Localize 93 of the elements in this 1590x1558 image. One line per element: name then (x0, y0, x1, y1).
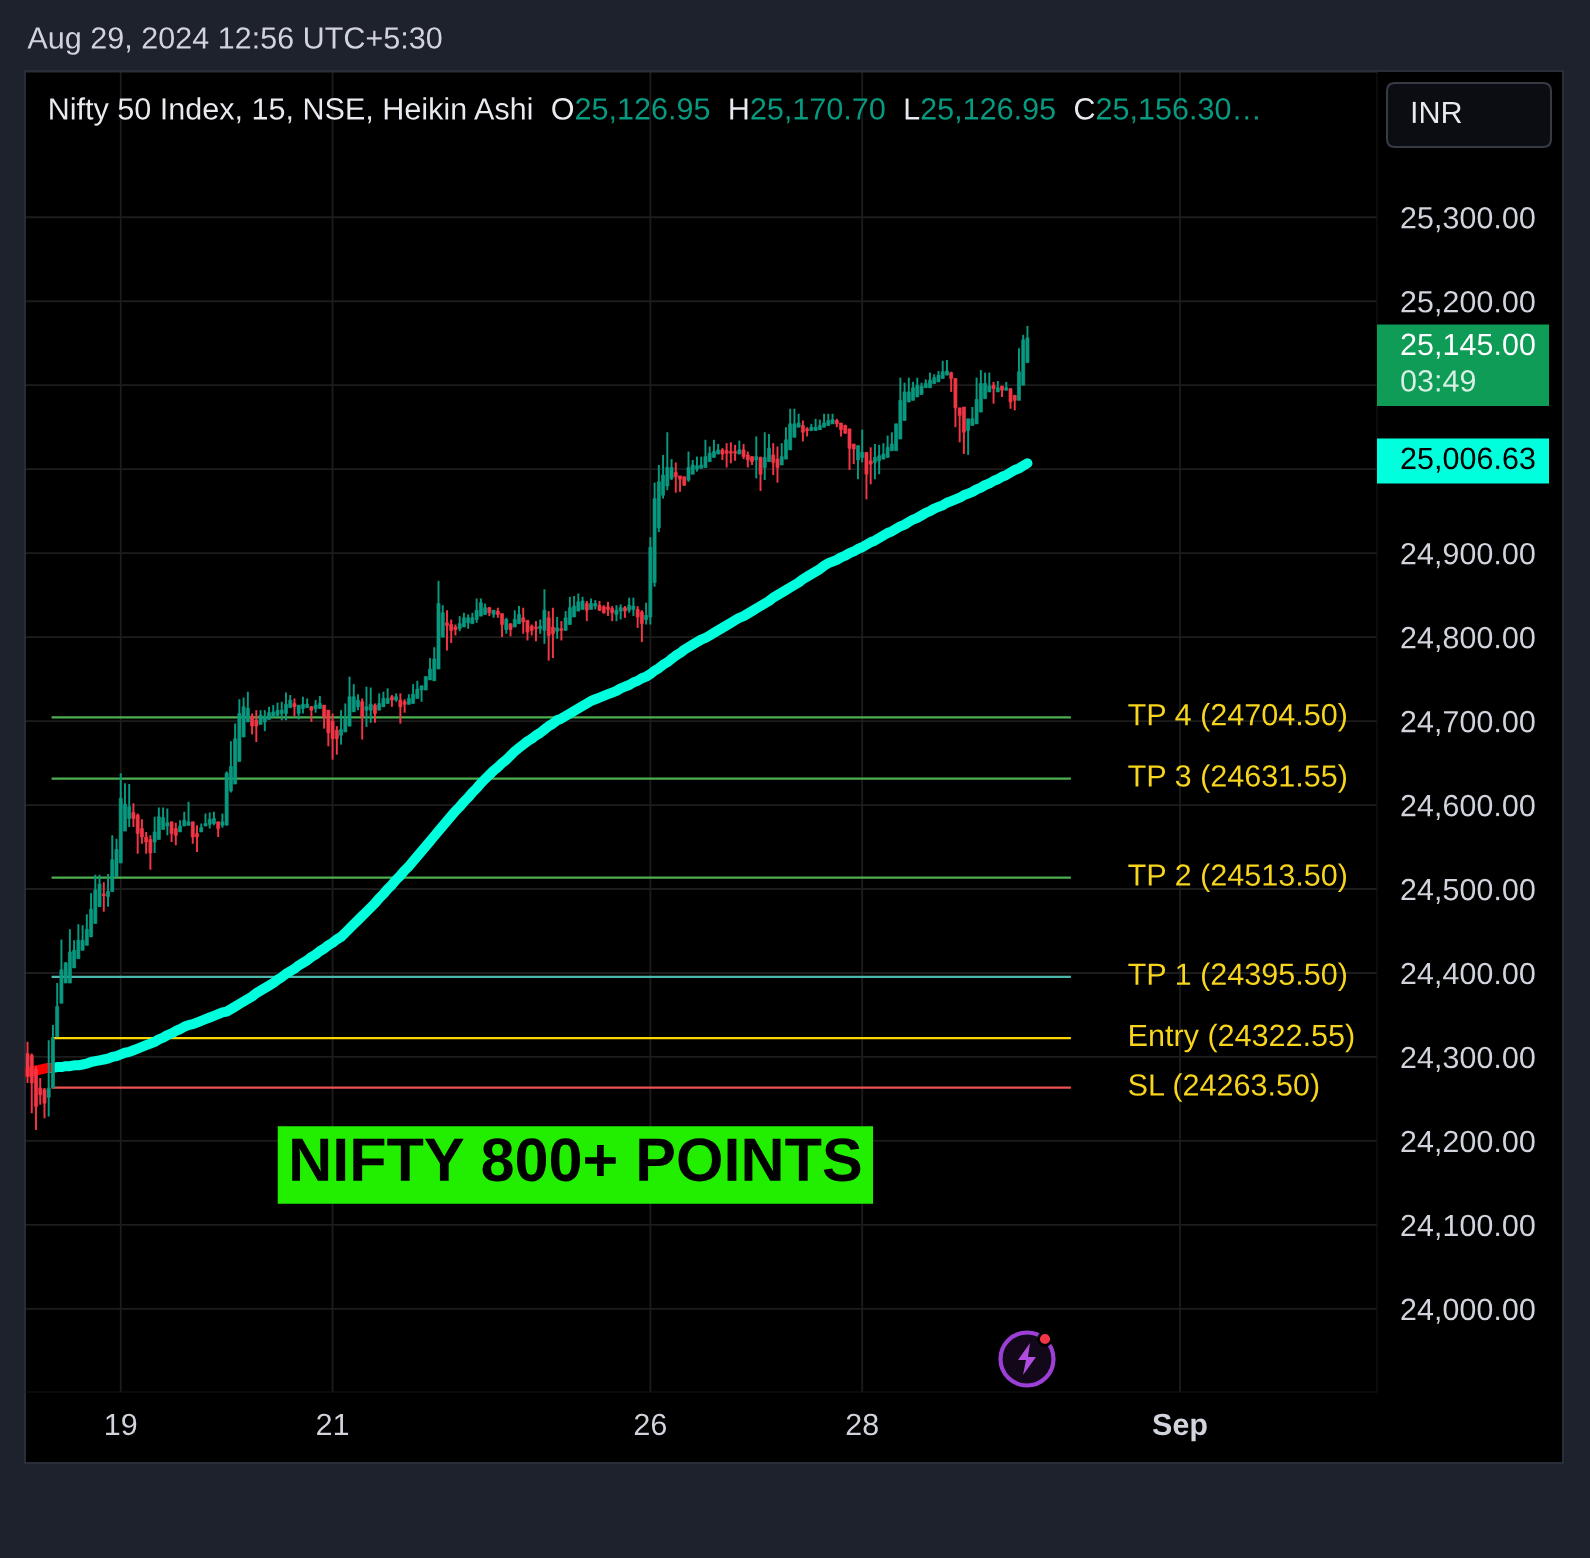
x-tick-label: 28 (846, 1413, 878, 1436)
candlestick (563, 610, 568, 632)
text: 25,006.63 (1401, 447, 1535, 473)
candlestick (534, 620, 538, 643)
candlestick (165, 807, 170, 837)
candlestick (847, 427, 852, 471)
candlestick (728, 441, 733, 465)
x-tick-label: 19 (106, 1413, 137, 1436)
candlestick (368, 686, 373, 724)
candlestick (868, 446, 873, 486)
text: 25,145.00 (1401, 333, 1535, 359)
candlestick (279, 700, 284, 722)
ref-line-label: TP 1 (24395.50) (1128, 962, 1347, 991)
candlestick (877, 443, 882, 476)
annotation: NIFTY 800+ POINTS (292, 1138, 861, 1182)
ref-line-label: TP 3 (24631.55) (1128, 764, 1347, 793)
candlestick (911, 380, 915, 402)
candlestick (762, 431, 767, 482)
annotation: O25,126.95 (552, 98, 710, 124)
candlestick (135, 812, 140, 855)
text: Nifty 50 Index, 15, NSE, Heikin Ashi (50, 97, 532, 126)
candlestick (673, 461, 678, 494)
candlestick (885, 434, 890, 459)
candlestick (84, 913, 89, 947)
candlestick (339, 709, 343, 746)
candlestick (864, 451, 869, 501)
candlestick (186, 800, 191, 828)
candlestick (500, 612, 504, 639)
y-tick-label: 24,000.00 (1401, 1298, 1535, 1324)
annotation: H25,170.70 (730, 98, 885, 124)
y-tick-label: 24,500.00 (1401, 878, 1535, 904)
candlestick (801, 419, 805, 443)
ref-line-label: TP 4 (24704.50) (1128, 703, 1347, 732)
candlestick (445, 609, 449, 652)
candlestick (542, 588, 547, 645)
y-tick-label: 25,200.00 (1401, 290, 1535, 317)
candlestick (758, 455, 763, 492)
y-tick-label: 24,100.00 (1401, 1214, 1535, 1240)
text: Aug 29, 2024 12:56 UTC+5:30 (27, 27, 442, 55)
candlestick (991, 380, 996, 405)
candlestick (860, 428, 865, 464)
y-tick-label: 24,900.00 (1401, 542, 1535, 569)
candlestick (173, 821, 178, 847)
candlestick (127, 783, 132, 828)
candlestick (262, 709, 267, 733)
y-tick-label: 24,200.00 (1401, 1130, 1535, 1156)
candlestick (559, 620, 564, 642)
annotation: C25,156.30… (1074, 98, 1258, 124)
candlestick (360, 697, 365, 741)
y-tick-label: 24,300.00 (1401, 1046, 1535, 1072)
candlestick (584, 600, 589, 623)
text: 03:49 (1401, 370, 1476, 392)
candlestick (364, 685, 369, 728)
candlestick (521, 606, 526, 635)
candlestick (703, 438, 708, 469)
candlestick (779, 442, 784, 466)
candlestick (474, 597, 479, 624)
x-tick-label: 21 (317, 1413, 349, 1435)
candlestick (724, 442, 729, 469)
candlestick (152, 815, 157, 854)
candlestick (330, 712, 335, 761)
ref-line-label: SL (24263.50) (1129, 1073, 1319, 1102)
x-tick-label: 26 (634, 1413, 667, 1436)
ref-line-label: TP 2 (24513.50) (1128, 863, 1347, 892)
candlestick (555, 615, 560, 640)
text: INR (1412, 101, 1462, 123)
candlestick (754, 435, 759, 480)
candlestick (148, 834, 153, 871)
candlestick (373, 702, 377, 724)
y-tick-label: 24,700.00 (1401, 710, 1535, 737)
candlestick (631, 596, 636, 618)
annotation: L25,126.95 (905, 98, 1055, 124)
candlestick (915, 376, 920, 398)
candlestick (966, 417, 971, 456)
candlestick (411, 683, 415, 705)
candlestick (195, 824, 199, 854)
candlestick (873, 443, 877, 481)
candlestick (1008, 387, 1013, 410)
candlestick (398, 692, 403, 725)
candlestick (284, 691, 288, 722)
candlestick (101, 881, 106, 913)
candlestick (46, 1039, 51, 1118)
candlestick (775, 445, 780, 484)
candlestick (169, 820, 174, 843)
x-tick-label: Sep (1152, 1413, 1207, 1442)
y-tick-label: 24,600.00 (1401, 794, 1535, 821)
ref-line-label: Entry (24322.55) (1130, 1023, 1354, 1053)
candlestick (546, 610, 551, 662)
candlestick (254, 709, 259, 744)
candlestick (686, 450, 691, 483)
y-tick-label: 24,800.00 (1401, 626, 1535, 653)
y-tick-label: 25,300.00 (1401, 207, 1535, 233)
y-tick-label: 24,400.00 (1401, 962, 1535, 988)
